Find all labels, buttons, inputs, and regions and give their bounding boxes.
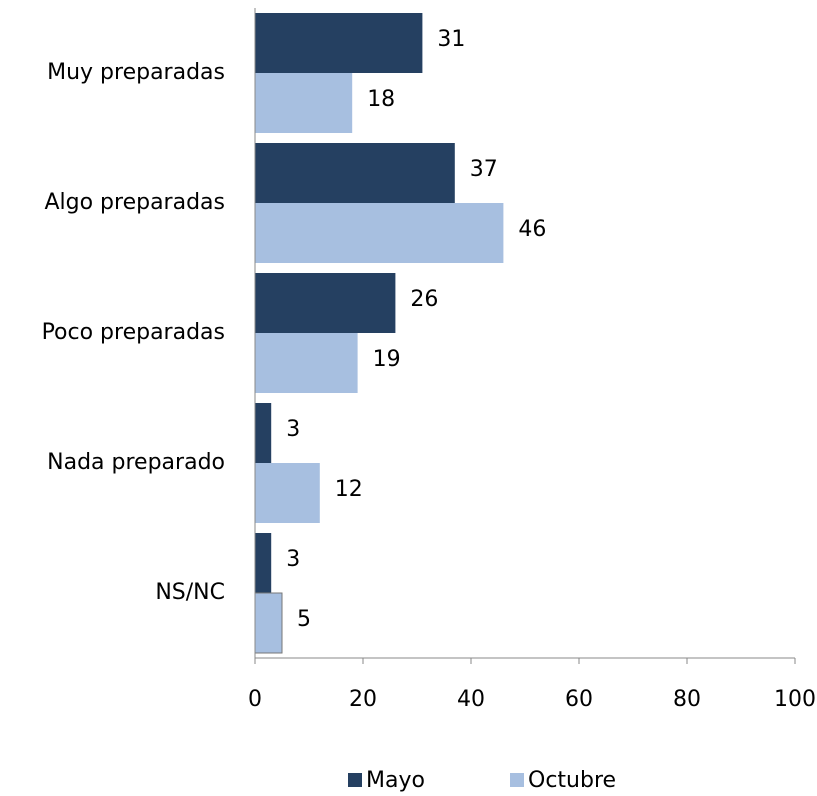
x-tick-label: 100 xyxy=(774,687,816,712)
x-tick-label: 40 xyxy=(457,687,485,712)
bar xyxy=(255,463,320,523)
bar xyxy=(255,533,272,593)
category-label: Poco preparadas xyxy=(42,320,225,345)
bar xyxy=(255,403,272,463)
category-label: NS/NC xyxy=(155,580,225,605)
value-label: 12 xyxy=(335,477,363,502)
legend-swatch xyxy=(348,773,362,787)
legend-label: Mayo xyxy=(366,768,425,793)
bar xyxy=(255,273,396,333)
value-label: 19 xyxy=(373,347,401,372)
x-tick-label: 20 xyxy=(349,687,377,712)
bar xyxy=(254,592,283,654)
bar xyxy=(255,203,504,263)
value-label: 3 xyxy=(286,417,300,442)
value-label: 46 xyxy=(518,217,546,242)
value-label: 37 xyxy=(470,157,498,182)
bar xyxy=(255,13,423,73)
bar xyxy=(255,73,353,133)
value-label: 26 xyxy=(410,287,438,312)
legend-swatch xyxy=(510,773,524,787)
value-label: 18 xyxy=(367,87,395,112)
bar xyxy=(255,333,358,393)
legend-label: Octubre xyxy=(528,768,616,793)
value-label: 31 xyxy=(437,27,465,52)
x-tick-label: 60 xyxy=(565,687,593,712)
category-label: Algo preparadas xyxy=(44,190,225,215)
value-label: 3 xyxy=(286,547,300,572)
x-tick-label: 80 xyxy=(673,687,701,712)
category-label: Muy preparadas xyxy=(47,60,225,85)
category-label: Nada preparado xyxy=(47,450,225,475)
value-label: 5 xyxy=(297,607,311,632)
bar xyxy=(255,143,455,203)
x-tick-label: 0 xyxy=(248,687,262,712)
